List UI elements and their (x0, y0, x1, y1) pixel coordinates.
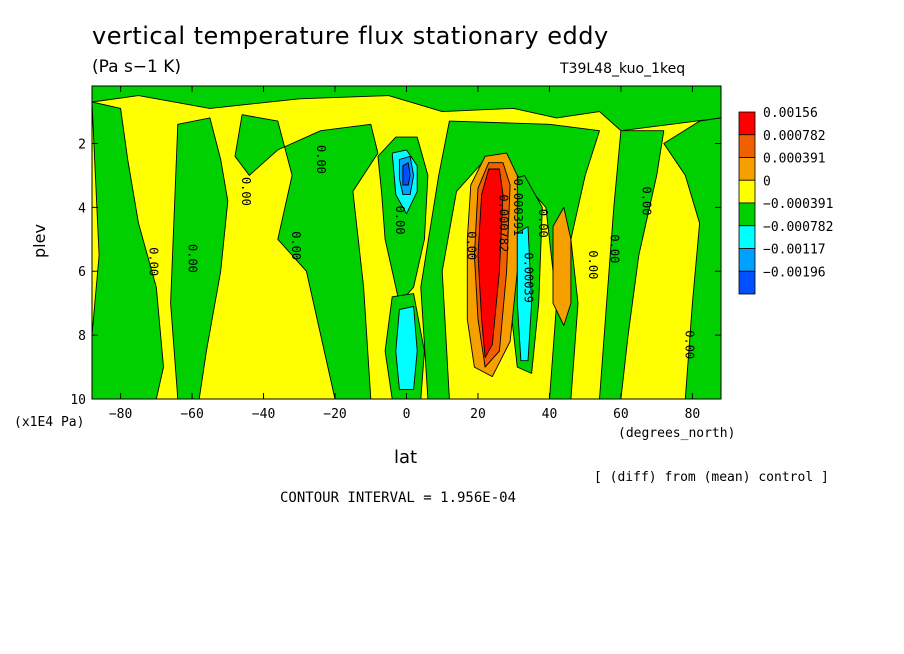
contour-region-6-0 (402, 162, 411, 186)
contour-region-0-9 (663, 117, 721, 399)
x-tick-label: −80 (109, 407, 132, 422)
colorbar: 0.00156 0.000782 0.000391 0 −0.000391 −0.0007… (738, 106, 833, 295)
x-tick-label: −60 (180, 407, 203, 422)
colorbar-swatch (738, 225, 756, 249)
contour-label: 0.00 (146, 247, 160, 276)
contour-label: 0.00 (393, 206, 407, 235)
contour-label: 0.00039 (522, 252, 536, 303)
colorbar-swatch (738, 111, 756, 136)
y-tick-label: 8 (78, 329, 86, 344)
colorbar-label: 0.000391 (763, 152, 826, 167)
contour-label: 0.000782 (496, 194, 510, 252)
x-tick-label: 20 (470, 407, 486, 422)
chart-title: vertical temperature flux stationary edd… (92, 22, 609, 50)
contour-label: 0.00 (682, 330, 696, 359)
run-label: T39L48_kuo_1keq (560, 61, 686, 77)
colorbar-swatch (738, 179, 756, 204)
colorbar-swatch (738, 134, 756, 158)
colorbar-label: 0 (763, 174, 771, 189)
colorbar-swatch (738, 157, 756, 181)
contour-region-0-1 (92, 101, 164, 399)
x-tick-label: 0 (403, 407, 411, 422)
x-tick-label: −20 (323, 407, 346, 422)
colorbar-swatch (738, 202, 756, 227)
colorbar-label: 0.000782 (763, 129, 826, 144)
contour-label: 0.00 (239, 177, 253, 206)
y-tick-label: 2 (78, 137, 86, 152)
contour-region-4-1 (395, 305, 418, 390)
contour-label: 0.00 (586, 250, 600, 279)
colorbar-label: −0.00196 (763, 265, 826, 280)
contour-region-4-2 (516, 226, 533, 362)
x-axis-label: lat (394, 447, 418, 468)
axes: −80 −60 −40 −20 0 20 40 60 80 2 4 6 8 10 (70, 85, 722, 422)
y-tick-label: 4 (78, 201, 86, 216)
colorbar-label: −0.000782 (763, 220, 833, 235)
x-tick-label: 80 (685, 407, 701, 422)
contour-label: 0.00 (536, 209, 550, 238)
colorbar-label: −0.000391 (763, 197, 833, 212)
plot-regions (92, 86, 721, 399)
y-axis-units: (x1E4 Pa) (14, 415, 85, 430)
contour-label: 0.00 (289, 231, 303, 260)
colorbar-swatch (738, 270, 756, 295)
colorbar-swatch (738, 248, 756, 272)
x-tick-label: −40 (252, 407, 275, 422)
x-axis-units: (degrees_north) (618, 426, 736, 441)
chart-units: (Pa s−1 K) (92, 57, 182, 77)
colorbar-label: −0.00117 (763, 243, 826, 258)
diff-note: [ (diff) from (mean) control ] (594, 470, 829, 485)
contour-region-3-0 (477, 168, 504, 358)
contour-region-0-2 (170, 117, 229, 399)
colorbar-label: 0.00156 (763, 106, 818, 121)
contour-label: 0.00 (464, 231, 478, 260)
contour-labels: 0.00 0.000.000.000.000.000.00 0.000782 0.00… (146, 145, 696, 359)
contour-label: 0.00 (186, 244, 200, 273)
contour-label: 0.00 (639, 187, 653, 216)
x-tick-label: 60 (613, 407, 629, 422)
contour-label: 0.00 (314, 145, 328, 174)
y-tick-label: 10 (70, 393, 86, 408)
contour-label: 0.00 (607, 234, 621, 263)
y-tick-label: 6 (78, 265, 86, 280)
contour-region-0-8 (599, 130, 665, 399)
contour-label: 0.000391 (511, 178, 525, 236)
contour-region-1-1 (552, 206, 572, 326)
x-tick-label: 40 (542, 407, 558, 422)
contour-interval: CONTOUR INTERVAL = 1.956E-04 (280, 490, 517, 506)
contour-region-0-6 (420, 120, 600, 399)
contour-region-0-3 (234, 114, 379, 399)
